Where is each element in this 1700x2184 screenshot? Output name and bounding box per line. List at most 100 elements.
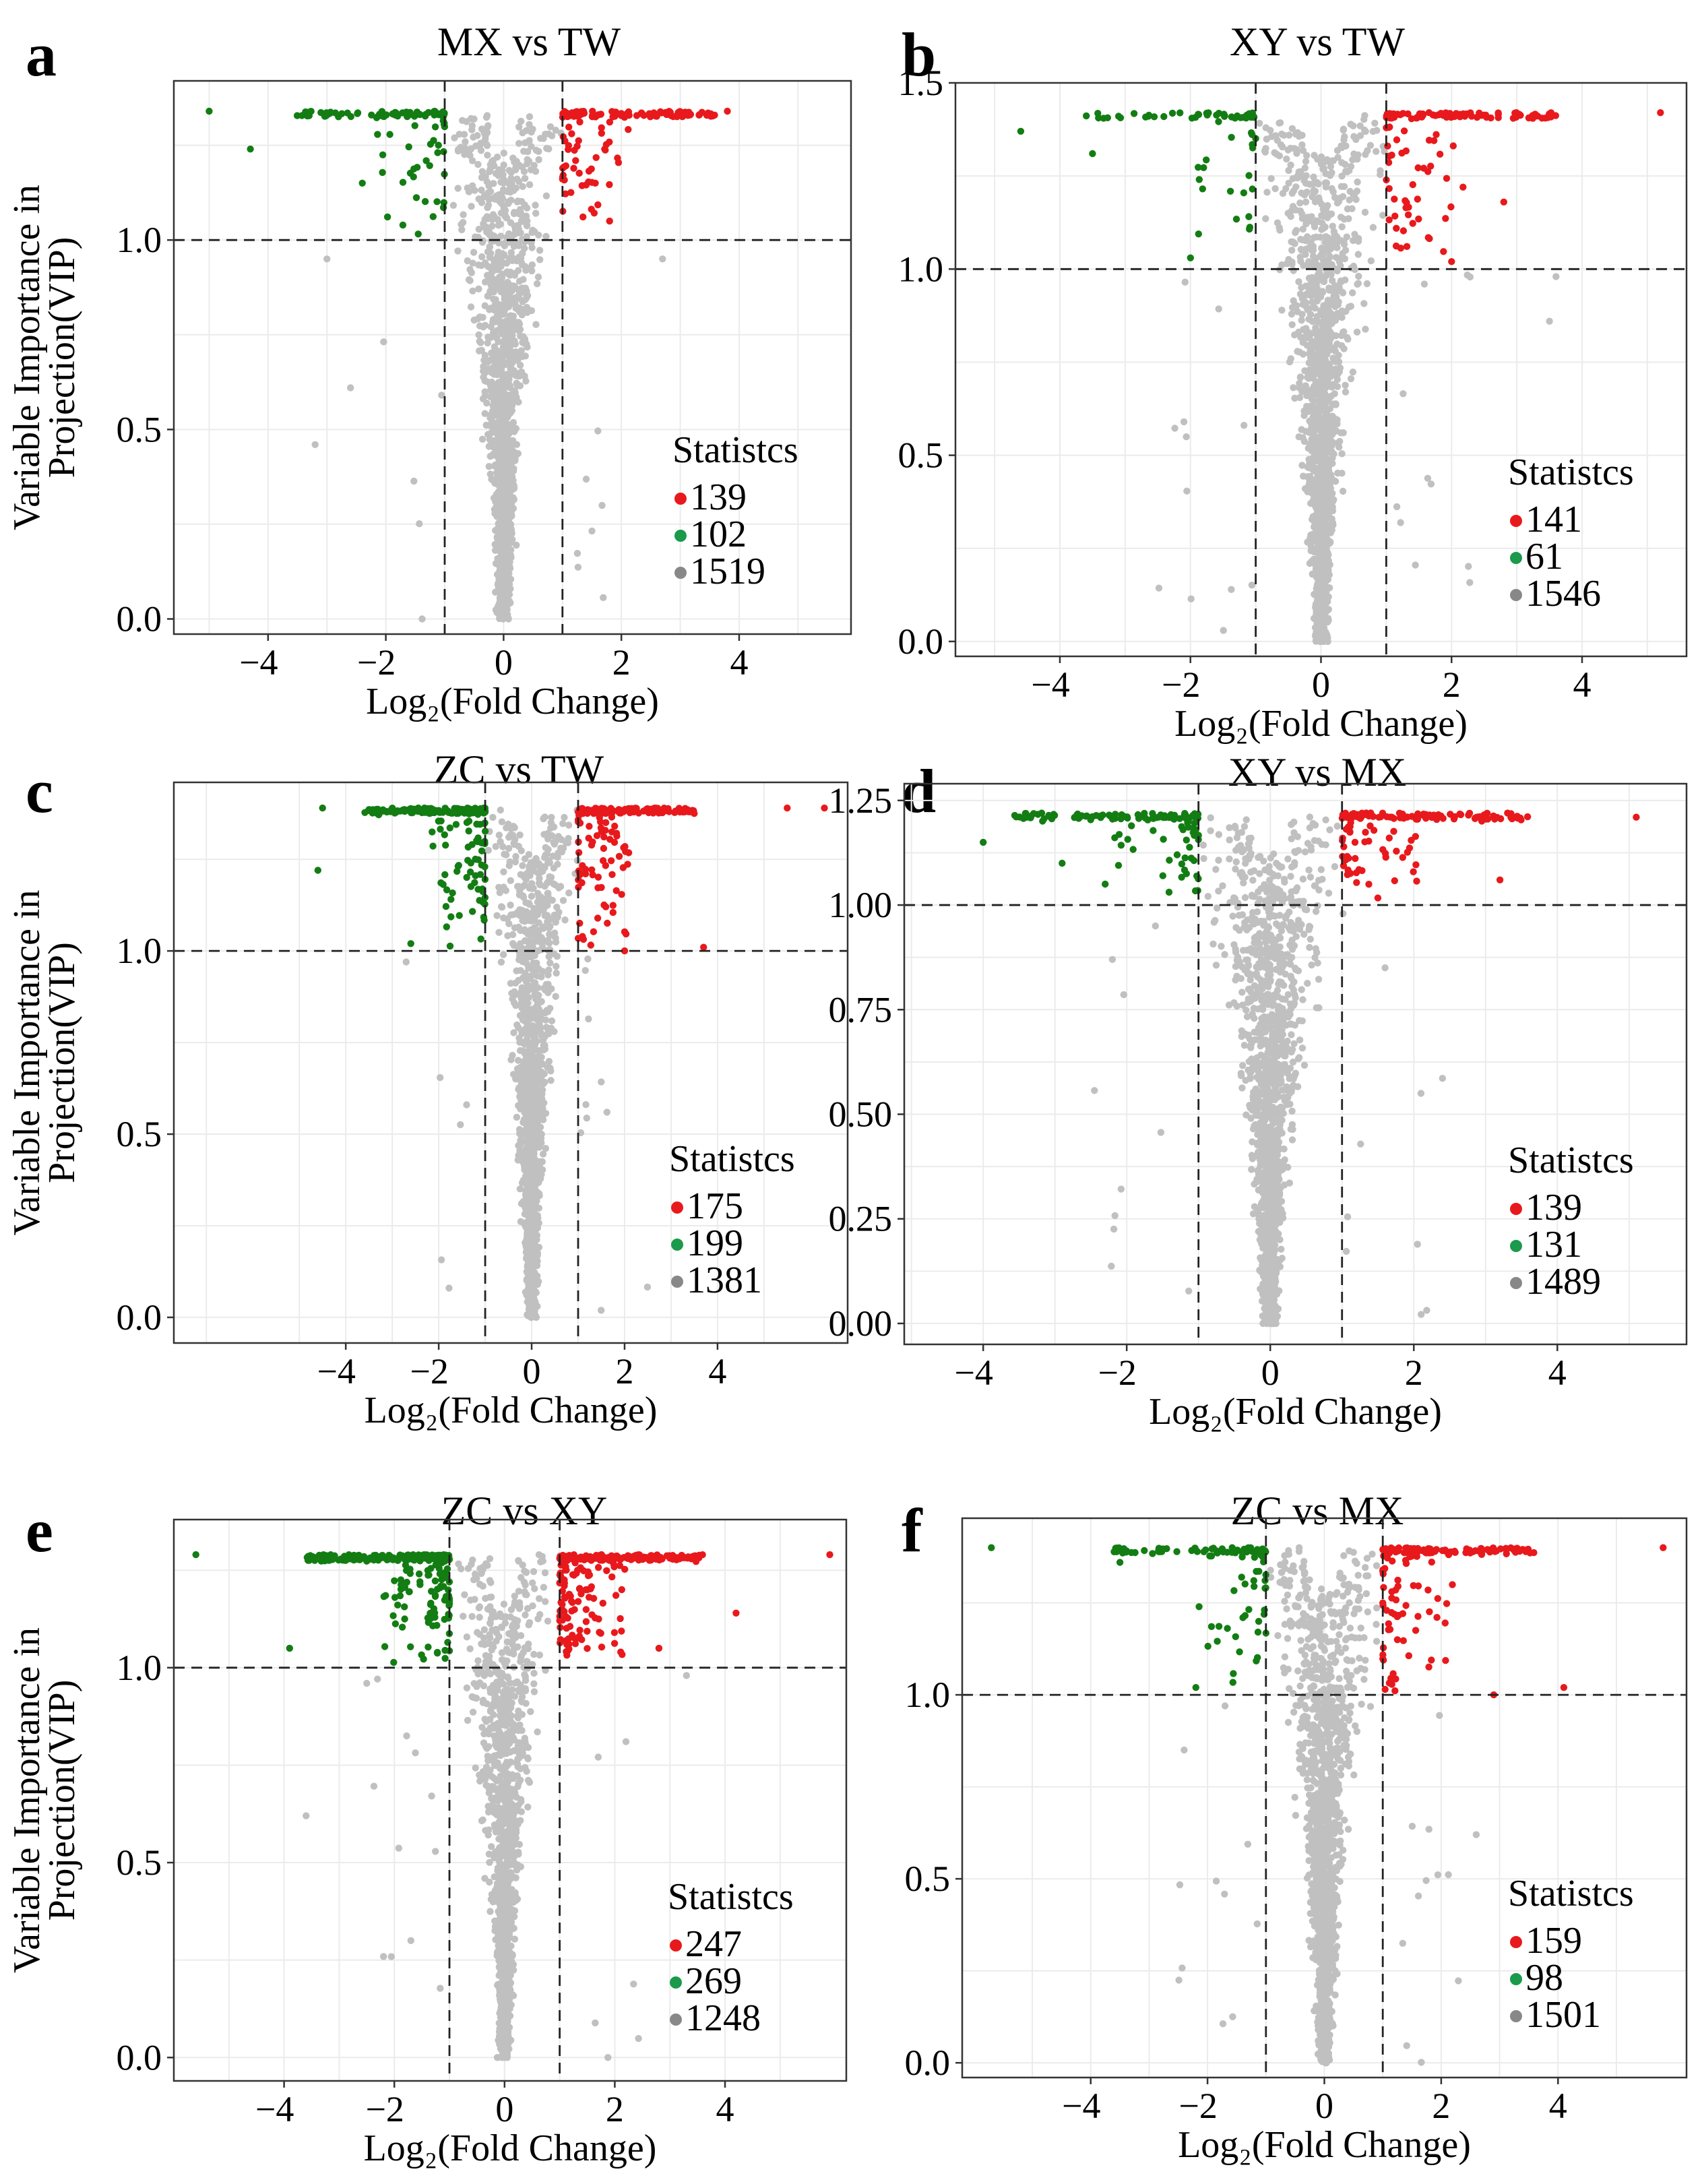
data-point-nosig [1296,379,1303,387]
data-point-nosig [546,123,555,131]
data-point-nosig [1344,334,1351,342]
data-point-nosig [476,313,484,321]
data-point-up [1400,127,1408,135]
data-point-nosig [1334,154,1342,161]
data-point-nosig [538,1032,546,1040]
data-point-nosig [510,187,517,194]
data-point-nosig [1314,468,1321,476]
data-point-nosig [1339,487,1347,495]
data-point-nosig [1293,150,1300,157]
data-point-nosig [1292,183,1300,191]
data-point-nosig [489,222,496,230]
data-point-nosig [1397,519,1404,526]
data-point-nosig [535,907,542,915]
data-point-nosig [1261,148,1269,156]
data-point-nosig [476,347,483,354]
data-point-nosig [550,839,557,846]
data-point-nosig [483,141,491,148]
data-point-nosig [1466,579,1474,586]
data-point-nosig [1315,637,1323,644]
data-point-nosig [497,596,504,604]
data-point-nosig [506,858,513,866]
data-point-nosig [483,399,491,407]
data-point-nosig [1354,237,1362,245]
data-point-up [614,154,621,162]
data-point-nosig [1267,175,1275,183]
data-point-nosig [489,319,497,326]
data-point-nosig [489,350,496,357]
data-point-nosig [1338,450,1346,458]
data-point-nosig [1290,267,1297,274]
data-point-nosig [1354,280,1362,287]
data-point-nosig [505,478,513,486]
data-point-nosig [519,129,526,137]
data-point-nosig [1278,307,1286,314]
data-point-nosig [1311,485,1318,493]
data-point-nosig [492,170,500,177]
data-point-nosig [509,940,517,947]
data-point-nosig [1276,226,1284,234]
data-point-nosig [1373,148,1380,155]
data-point-nosig [1321,179,1329,187]
data-point-nosig [507,832,514,839]
data-point-nosig [484,339,491,347]
data-point-nosig [484,431,492,438]
data-point-up [1388,152,1395,159]
data-point-nosig [525,1161,532,1169]
data-point-nosig [469,259,476,267]
data-point-nosig [1307,311,1315,318]
data-point-nosig [474,132,481,139]
data-point-nosig [1326,172,1334,179]
x-tick-label: −4 [239,642,278,683]
data-point-nosig [1319,220,1326,227]
data-point-nosig [533,1218,540,1225]
data-point-nosig [1311,290,1319,297]
data-point-nosig [1351,266,1359,274]
data-point-nosig [534,1059,541,1067]
data-point-down [433,198,441,206]
data-point-down [1249,131,1256,138]
data-point-down [1226,187,1234,195]
data-point-up [1385,216,1393,224]
data-point-nosig [517,347,525,354]
data-point-up [1451,113,1458,121]
data-point-nosig [1297,235,1304,243]
data-point-nosig [1412,561,1419,569]
data-point-nosig [1318,327,1325,335]
data-point-nosig [410,477,418,485]
data-point-down [1228,133,1235,141]
data-point-nosig [523,222,531,230]
data-point-nosig [507,901,514,909]
data-point-nosig [1315,262,1323,270]
data-point-nosig [1288,125,1296,132]
data-point-nosig [478,435,486,443]
data-point-up [1398,150,1406,157]
data-point-down [1245,172,1253,179]
data-point-nosig [1290,384,1297,392]
data-point-nosig [1350,122,1357,129]
data-point-nosig [509,931,517,939]
data-point-nosig [478,125,486,133]
data-point-nosig [507,347,514,354]
data-point-down [405,143,412,151]
data-point-nosig [1333,416,1341,424]
data-point-nosig [532,201,539,209]
x-tick-label: 0 [1312,664,1330,705]
scatter-points [206,107,731,623]
data-point-nosig [1332,401,1340,408]
data-point-nosig [498,818,506,825]
data-point-down [379,151,387,158]
data-point-up [1415,215,1422,223]
data-point-up [1529,112,1536,119]
y-tick-label: 0.0 [898,621,944,662]
data-point-nosig [565,835,572,842]
data-point-nosig [470,249,478,256]
data-point-nosig [528,261,536,269]
data-point-nosig [513,541,520,549]
data-point-down [394,113,402,120]
data-point-nosig [1316,621,1324,628]
data-point-down [1246,225,1253,233]
data-point-nosig [484,263,492,270]
data-point-nosig [1367,257,1375,265]
